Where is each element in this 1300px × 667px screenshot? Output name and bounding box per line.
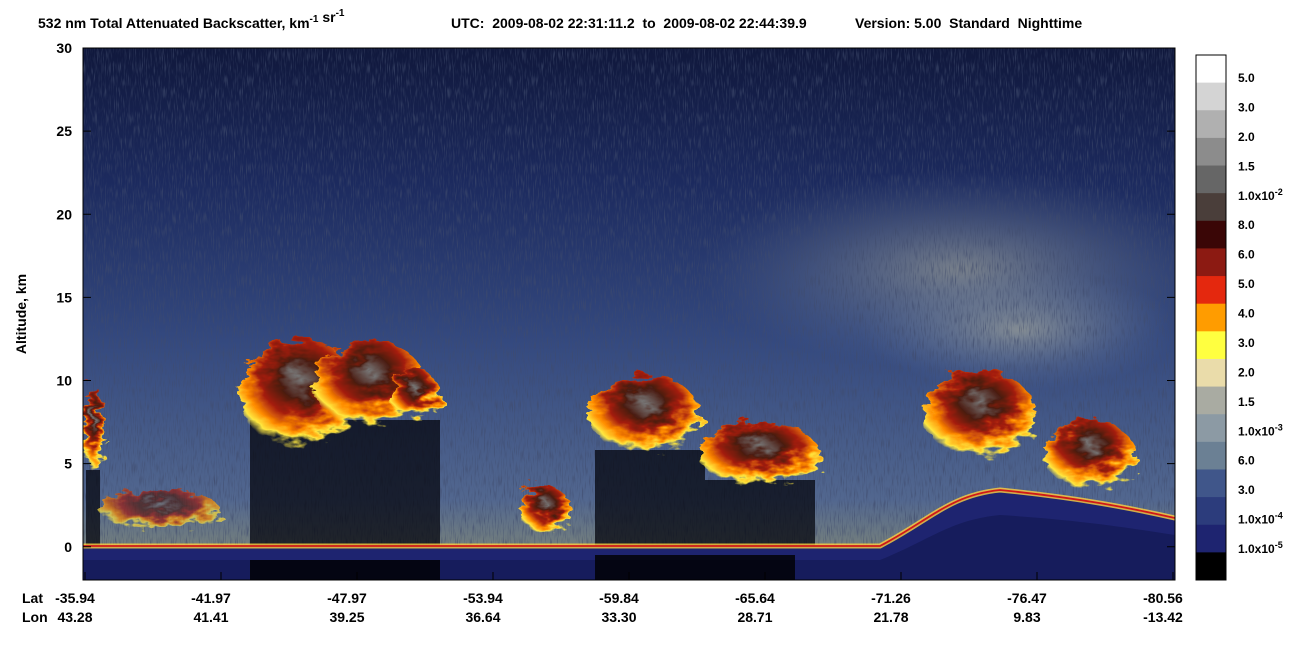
colorbar-label-text: 3.0 (1238, 100, 1255, 114)
colorbar-cell (1196, 331, 1226, 360)
colorbar-label-text: 3.0 (1238, 483, 1255, 497)
colorbar-label: 6.0 (1238, 248, 1255, 262)
time-range: UTC: 2009-08-02 22:31:11.2 to 2009-08-02… (451, 15, 807, 31)
y-tick-label: 30 (56, 40, 72, 56)
colorbar-cell (1196, 386, 1226, 415)
x-row-name: Lon (22, 609, 48, 625)
colorbar-label-text: 6.0 (1238, 454, 1255, 468)
colorbar-label-sup: -2 (1275, 187, 1283, 197)
colorbar-cell (1196, 552, 1226, 581)
x-tick-label: -71.26 (871, 590, 911, 606)
colorbar-label-sup: -3 (1275, 422, 1283, 432)
colorbar-label-text: 8.0 (1238, 218, 1255, 232)
title-sup: -1 (336, 8, 345, 19)
x-tick-label: 36.64 (465, 609, 500, 625)
colorbar-cell (1196, 220, 1226, 249)
x-tick-label: 33.30 (601, 609, 636, 625)
colorbar-cell (1196, 165, 1226, 194)
y-tick-label: 15 (56, 289, 72, 305)
colorbar-label: 1.0x10-2 (1238, 187, 1283, 203)
colorbar-label: 3.0 (1238, 336, 1255, 350)
colorbar-cell (1196, 55, 1226, 84)
colorbar-label: 1.5 (1238, 395, 1255, 409)
colorbar-label: 5.0 (1238, 277, 1255, 291)
colorbar-cell (1196, 303, 1226, 332)
colorbar-label: 8.0 (1238, 218, 1255, 232)
x-tick-label: -53.94 (463, 590, 503, 606)
colorbar-cell (1196, 276, 1226, 305)
colorbar-cell (1196, 82, 1226, 111)
colorbar-cell (1196, 110, 1226, 139)
colorbar-cell (1196, 358, 1226, 388)
colorbar-label: 5.0 (1238, 71, 1255, 85)
colorbar-label-text: 5.0 (1238, 71, 1255, 85)
colorbar-label: 2.0 (1238, 130, 1255, 144)
colorbar-label-text: 1.0x10 (1238, 189, 1275, 203)
x-tick-label: -47.97 (327, 590, 367, 606)
colorbar-cell (1196, 414, 1226, 443)
x-tick-label: -41.97 (191, 590, 231, 606)
colorbar-label: 4.0 (1238, 307, 1255, 321)
x-tick-label: 21.78 (873, 609, 908, 625)
x-tick-label: -13.42 (1143, 609, 1183, 625)
colorbar-frame (1195, 54, 1227, 581)
colorbar-cell (1196, 193, 1226, 222)
x-tick-label: -76.47 (1007, 590, 1047, 606)
y-axis-label: Altitude, km (13, 274, 29, 354)
x-tick-label: -35.94 (55, 590, 95, 606)
colorbar-label: 2.0 (1238, 365, 1255, 379)
colorbar-label: 1.5 (1238, 159, 1255, 173)
colorbar-label-text: 1.0x10 (1238, 542, 1275, 556)
title-text: sr (318, 9, 336, 25)
title-sup: -1 (310, 14, 319, 25)
y-tick-label: 25 (56, 123, 72, 139)
x-row-name: Lat (22, 590, 43, 606)
y-tick-label: 10 (56, 373, 72, 389)
x-tick-label: 9.83 (1013, 609, 1040, 625)
version: Version: 5.00 Standard Nighttime (855, 15, 1082, 31)
colorbar-label-sup: -5 (1275, 540, 1283, 550)
colorbar-label-text: 5.0 (1238, 277, 1255, 291)
colorbar-cell (1196, 441, 1226, 470)
colorbar-cell (1196, 248, 1226, 277)
colorbar-label-text: 1.5 (1238, 159, 1255, 173)
colorbar-label-text: 2.0 (1238, 365, 1255, 379)
x-tick-label: -59.84 (599, 590, 639, 606)
colorbar-label: 1.0x10-3 (1238, 422, 1283, 438)
y-tick-label: 5 (64, 456, 72, 472)
colorbar-label-text: 1.0x10 (1238, 513, 1275, 527)
colorbar-cell (1196, 497, 1226, 526)
colorbar-label: 1.0x10-5 (1238, 540, 1283, 556)
colorbar-label-text: 4.0 (1238, 307, 1255, 321)
x-tick-label: 43.28 (57, 609, 92, 625)
colorbar-label-sup: -4 (1275, 511, 1283, 521)
colorbar-label-text: 1.5 (1238, 395, 1255, 409)
colorbar-label-text: 3.0 (1238, 336, 1255, 350)
colorbar-label-text: 6.0 (1238, 248, 1255, 262)
colorbar-cell (1196, 524, 1226, 553)
colorbar-label: 1.0x10-4 (1238, 511, 1283, 527)
x-tick-label: 41.41 (193, 609, 228, 625)
y-tick-label: 20 (56, 206, 72, 222)
colorbar-label-text: 2.0 (1238, 130, 1255, 144)
colorbar-label: 3.0 (1238, 483, 1255, 497)
x-tick-label: -65.64 (735, 590, 775, 606)
y-tick-label: 0 (64, 539, 72, 555)
colorbar-label-text: 1.0x10 (1238, 424, 1275, 438)
chart-title: 532 nm Total Attenuated Backscatter, km-… (38, 8, 345, 31)
curtain (83, 48, 1175, 580)
colorbar-cell (1196, 469, 1226, 498)
x-tick-label: 39.25 (329, 609, 364, 625)
colorbar-label: 6.0 (1238, 454, 1255, 468)
colorbar-cell (1196, 137, 1226, 167)
x-tick-label: 28.71 (737, 609, 772, 625)
x-tick-label: -80.56 (1143, 590, 1183, 606)
title-text: 532 nm Total Attenuated Backscatter, km (38, 15, 310, 31)
colorbar-label: 3.0 (1238, 100, 1255, 114)
